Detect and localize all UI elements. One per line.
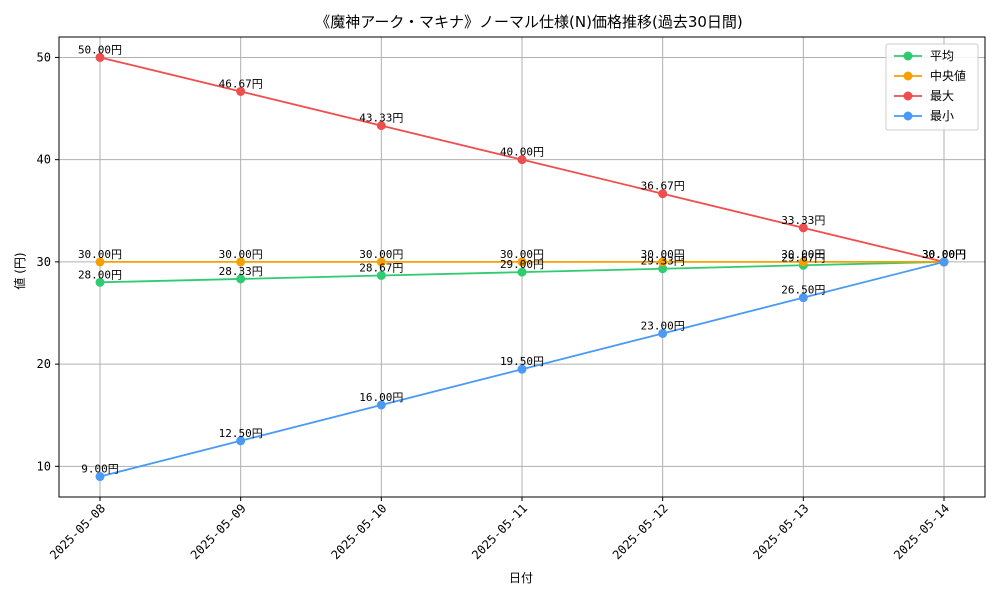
data-label: 9.00円 [81,463,119,476]
x-tick-label: 2025-05-13 [750,501,811,562]
x-axis-label: 日付 [509,571,533,585]
data-label: 40.00円 [500,146,544,159]
data-point [798,223,808,233]
data-point [517,364,527,374]
data-point [376,400,386,410]
legend-box [885,43,979,131]
data-label: 30.00円 [922,248,966,261]
data-label: 30.00円 [922,248,966,261]
legend-swatch-marker [903,111,913,121]
data-labels: 28.00円 28.33円 28.67円 29.00円 29.33円 29.67円 30.0… [78,43,966,475]
data-label: 30.00円 [922,248,966,261]
legend-label: 中央値 [930,68,966,83]
data-label: 28.67円 [359,261,403,274]
data-label: 30.00円 [781,248,825,261]
data-point [658,189,668,199]
data-label: 28.33円 [219,265,263,278]
data-label: 30.00円 [500,248,544,261]
data-label: 30.00円 [219,248,263,261]
x-tick-label: 2025-05-09 [188,501,249,562]
x-tick-label: 2025-05-08 [47,501,108,562]
data-point [95,472,105,482]
data-point [658,264,668,274]
data-point [95,277,105,287]
y-tick-label: 30 [37,255,51,269]
data-point [236,257,246,267]
data-point [376,257,386,267]
data-label: 23.00円 [641,319,685,332]
data-point [658,328,668,338]
data-point [798,293,808,303]
y-axis-label: 値 (円) [12,252,27,289]
data-label: 28.00円 [78,268,122,281]
data-label: 50.00円 [78,43,122,56]
data-label: 29.67円 [781,251,825,264]
y-tick-label: 10 [37,459,51,473]
y-tick-label: 40 [37,153,51,167]
data-point [939,257,949,267]
data-point [658,257,668,267]
data-label: 19.50円 [500,355,544,368]
legend-label: 平均 [930,49,954,63]
y-tick-label: 20 [37,357,51,371]
series-lines [95,52,949,482]
data-point [517,257,527,267]
data-point [376,121,386,131]
data-label: 43.33円 [359,112,403,125]
data-label: 46.67円 [219,77,263,90]
data-label: 29.33円 [641,255,685,268]
x-tick-label: 2025-05-11 [469,501,530,562]
data-label: 12.50円 [219,427,263,440]
data-point [798,257,808,267]
data-point [236,86,246,96]
data-point [236,436,246,446]
data-label: 30.00円 [922,248,966,261]
data-label: 16.00円 [359,391,403,404]
legend-label: 最大 [930,89,954,103]
x-tick-label: 2025-05-10 [328,501,389,562]
legend-label: 最小 [930,109,954,123]
data-label: 30.00円 [78,248,122,261]
data-label: 33.33円 [781,214,825,227]
data-point [95,52,105,62]
data-label: 26.50円 [781,284,825,297]
data-point [95,257,105,267]
data-label: 30.00円 [359,248,403,261]
x-tick-label: 2025-05-12 [610,501,671,562]
data-label: 29.00円 [500,258,544,271]
data-point [517,267,527,277]
legend-swatch-marker [903,51,913,61]
legend-swatch-marker [903,71,913,81]
data-label: 30.00円 [641,248,685,261]
data-point [517,155,527,165]
legend-swatch-marker [903,91,913,101]
data-point [236,274,246,284]
data-label: 36.67円 [641,180,685,193]
chart-title: 《魔神アーク・マキナ》ノーマル仕様(N)価格推移(過去30日間) [315,13,743,31]
y-tick-label: 50 [37,50,51,64]
x-tick-label: 2025-05-14 [891,501,952,562]
axes: 10 20 30 40 50 2025-05-08 2025-05-09 2025-05-10… [37,36,986,562]
data-point [376,270,386,280]
